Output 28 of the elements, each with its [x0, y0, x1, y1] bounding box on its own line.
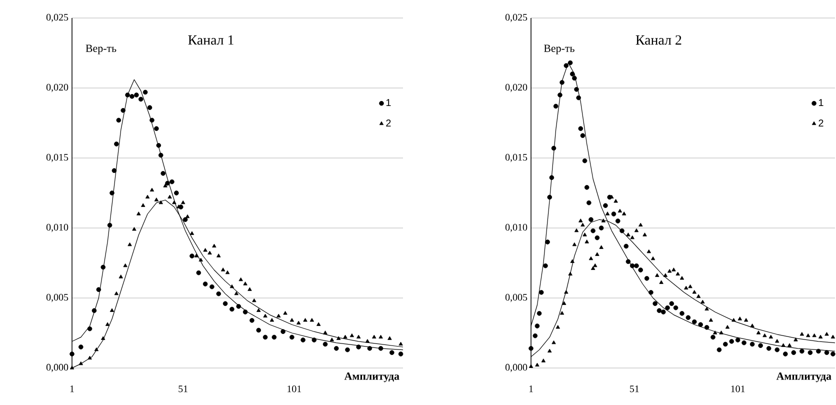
- y-tick-label: 0,005: [46, 294, 68, 302]
- y-axis-title: Вер-ть: [86, 44, 116, 54]
- legend-label: 1: [818, 99, 824, 106]
- y-tick-label: 0,025: [505, 14, 528, 22]
- x-tick-label: 1: [70, 386, 74, 392]
- y-axis-title: Вер-ть: [544, 44, 574, 54]
- y-tick-label: 0,015: [46, 154, 68, 162]
- text: Канал 2: [636, 35, 682, 45]
- x-tick-label: 101: [288, 386, 302, 392]
- y-tick-label: 0,005: [505, 294, 528, 302]
- legend-label: 1: [386, 99, 391, 106]
- x-axis-title: Амплитуда: [344, 372, 400, 382]
- y-tick-label: 0,010: [505, 224, 528, 232]
- x-axis-title: Амплитуда: [776, 372, 832, 382]
- y-tick-label: 0,020: [505, 84, 528, 92]
- x-tick-label: 51: [630, 386, 639, 392]
- legend-label: 2: [386, 119, 391, 126]
- y-tick-label: 0,000: [505, 364, 528, 372]
- x-tick-label: 51: [178, 386, 188, 392]
- legend-label: 2: [818, 119, 824, 126]
- text: Канал 1: [188, 35, 234, 45]
- y-tick-label: 0,020: [46, 84, 68, 92]
- y-tick-label: 0,000: [46, 364, 68, 372]
- y-tick-label: 0,025: [46, 14, 68, 22]
- x-tick-label: 101: [731, 386, 745, 392]
- y-tick-label: 0,010: [46, 224, 68, 232]
- x-tick-label: 1: [529, 386, 533, 392]
- y-tick-label: 0,015: [505, 154, 528, 162]
